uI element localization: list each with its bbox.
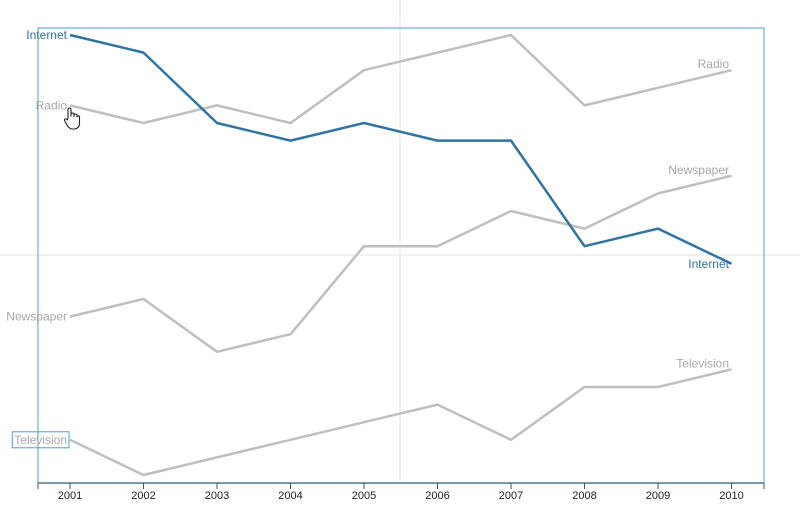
series-label-end-internet: Internet [688, 257, 729, 271]
x-tick-label: 2007 [499, 490, 523, 502]
x-tick-label: 2009 [646, 490, 670, 502]
x-tick-label: 2005 [352, 490, 376, 502]
x-tick-label: 2004 [278, 490, 302, 502]
x-tick-label: 2001 [58, 490, 82, 502]
x-tick-label: 2002 [131, 490, 155, 502]
hand-pointer-icon [63, 107, 81, 130]
x-tick-label: 2010 [719, 490, 743, 502]
series-line-television[interactable] [69, 368, 732, 477]
series-label-start-internet: Internet [26, 28, 67, 42]
series-labels: Radio Radio Newspaper Newspaper Television Te… [6, 28, 730, 449]
series-label-end-television: Television [676, 356, 729, 370]
series-line-internet[interactable] [69, 33, 733, 265]
x-axis: 2001 2002 2003 2004 2005 2006 2007 2008 2009 2010 [37, 483, 765, 502]
series-line-newspaper[interactable] [69, 174, 732, 354]
x-tick-label: 2003 [205, 490, 229, 502]
series-label-end-newspaper: Newspaper [668, 163, 729, 177]
series-label-end-radio: Radio [698, 57, 730, 71]
x-tick-label: 2006 [425, 490, 449, 502]
series-label-focus-box [11, 431, 70, 449]
series-label-start-television: Television [14, 433, 67, 447]
series-line-radio[interactable] [69, 33, 732, 125]
x-tick-label: 2008 [572, 490, 596, 502]
series-lines [69, 33, 733, 477]
series-label-start-newspaper: Newspaper [6, 310, 67, 324]
series-label-start-radio: Radio [36, 98, 68, 112]
